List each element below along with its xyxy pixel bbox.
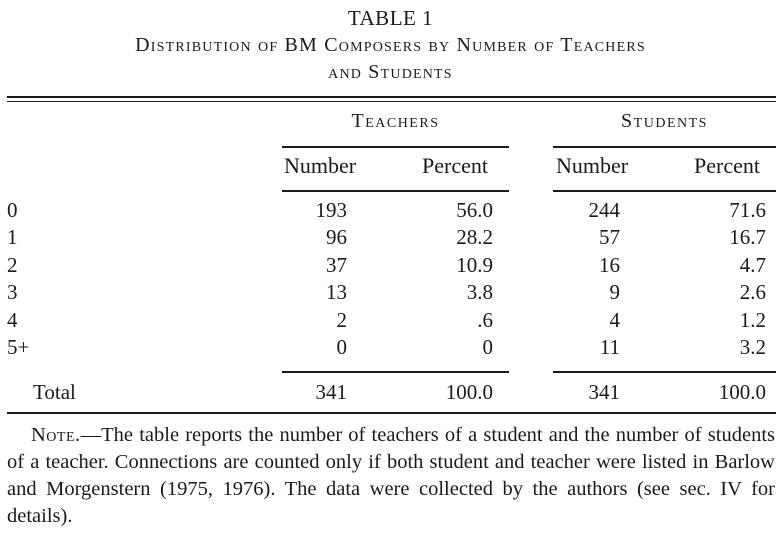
group-rule-teachers (282, 146, 509, 148)
table-caption-line-1: Distribution of BM Composers by Number o… (135, 34, 646, 56)
top-rule-thin (7, 101, 776, 102)
row-2-teachers-number: 37 (326, 253, 347, 277)
row-5-students-number: 11 (599, 335, 620, 359)
row-4-teachers-number: 2 (336, 308, 348, 332)
bottom-rule (7, 412, 776, 414)
row-2-label: 2 (7, 253, 18, 277)
table-title: TABLE 1 (347, 6, 434, 30)
row-3-teachers-percent: 3.8 (466, 280, 493, 304)
total-label: Total (33, 380, 76, 404)
col-header-students-number: Number (556, 153, 629, 178)
row-3-students-number: 9 (609, 280, 621, 304)
row-0-teachers-number: 193 (315, 198, 348, 222)
row-3-teachers-number: 13 (326, 280, 347, 304)
col-header-students-percent: Percent (694, 153, 760, 178)
row-2-students-percent: 4.7 (739, 253, 766, 277)
row-4-label: 4 (7, 308, 18, 332)
col-header-teachers-percent: Percent (422, 153, 488, 178)
subheader-rule-teachers (282, 190, 509, 192)
row-3-students-percent: 2.6 (739, 280, 766, 304)
row-5-teachers-number: 0 (336, 335, 348, 359)
col-header-teachers-number: Number (284, 153, 357, 178)
note-lead: Note. (31, 424, 81, 446)
row-2-students-number: 16 (599, 253, 620, 277)
total-rule-teachers (282, 371, 509, 373)
row-1-students-number: 57 (599, 225, 620, 249)
row-5-teachers-percent: 0 (482, 335, 494, 359)
row-5-label: 5+ (7, 335, 30, 359)
total-students-percent: 100.0 (718, 380, 766, 404)
row-1-students-percent: 16.7 (729, 225, 766, 249)
row-0-label: 0 (7, 198, 18, 222)
row-4-teachers-percent: .6 (477, 308, 493, 332)
row-4-students-percent: 1.2 (739, 308, 766, 332)
group-rule-students (553, 146, 776, 148)
row-4-students-number: 4 (609, 308, 621, 332)
total-rule-students (553, 371, 776, 373)
row-5-students-percent: 3.2 (739, 335, 766, 359)
subheader-rule-students (553, 190, 776, 192)
row-1-teachers-percent: 28.2 (456, 225, 493, 249)
group-header-students: Students (621, 110, 708, 132)
table-note: Note.—The table reports the number of te… (7, 422, 775, 530)
note-text: —The table reports the number of teacher… (7, 424, 775, 527)
table-caption-line-2: and Students (328, 61, 453, 83)
row-1-label: 1 (7, 225, 18, 249)
row-0-students-percent: 71.6 (729, 198, 766, 222)
row-1-teachers-number: 96 (326, 225, 347, 249)
row-2-teachers-percent: 10.9 (456, 253, 493, 277)
group-header-teachers: Teachers (351, 110, 440, 132)
row-0-teachers-percent: 56.0 (456, 198, 493, 222)
top-rule-thick (7, 96, 776, 98)
total-students-number: 341 (588, 380, 621, 404)
row-3-label: 3 (7, 280, 18, 304)
total-teachers-percent: 100.0 (445, 380, 493, 404)
total-teachers-number: 341 (315, 380, 348, 404)
row-0-students-number: 244 (588, 198, 621, 222)
